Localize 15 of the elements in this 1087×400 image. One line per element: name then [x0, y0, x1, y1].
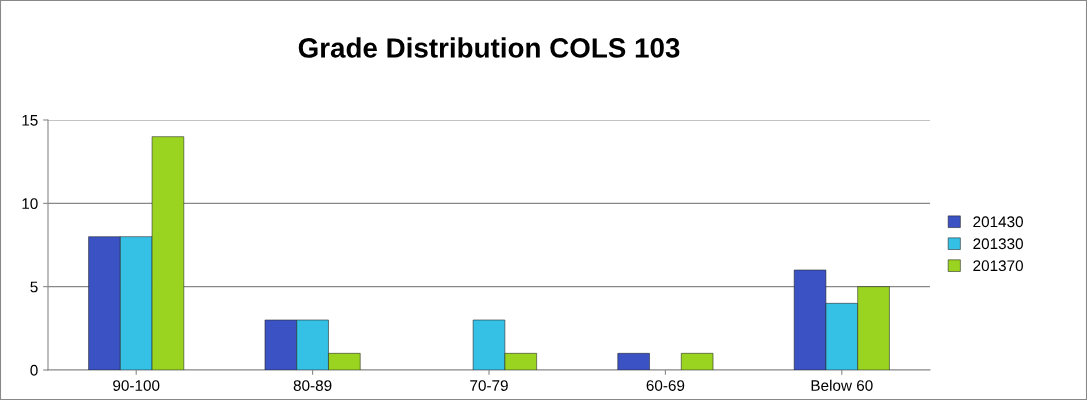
x-tick-label: 70-79	[470, 380, 508, 391]
bar	[617, 353, 650, 370]
chart-title: Grade Distribution COLS 103	[298, 37, 680, 58]
y-tick-label: 10	[22, 198, 38, 210]
x-tick-label: Below 60	[811, 379, 873, 391]
y-tick-label: 0	[30, 364, 38, 376]
legend-label: 201330	[973, 238, 1023, 250]
y-tick-label: 5	[30, 281, 38, 293]
legend-label: 201430	[973, 216, 1023, 228]
y-tick-label: 15	[22, 115, 38, 126]
bar	[681, 353, 714, 370]
x-tick-label: 90-100	[113, 380, 160, 391]
x-tick-label: 60-69	[646, 380, 685, 391]
x-tick-label: 80-89	[293, 380, 332, 391]
legend-label: 201370	[973, 260, 1023, 272]
